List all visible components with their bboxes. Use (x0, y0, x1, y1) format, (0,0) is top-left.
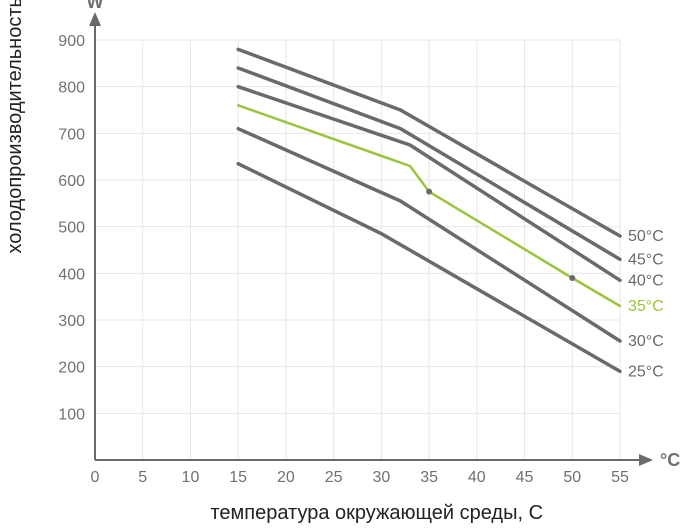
x-tick-label: 55 (611, 469, 629, 486)
series-label-50C: 50°C (628, 228, 664, 245)
y-tick-label: 700 (58, 126, 85, 143)
chart-svg: 0 5 10 15 20 25 30 35 40 45 50 55 100 200 300 400 500 600… (0, 0, 687, 529)
x-tick-label: 35 (420, 469, 438, 486)
y-tick-label: 300 (58, 313, 85, 330)
y-tick-label: 800 (58, 80, 85, 97)
x-tick-label: 20 (277, 469, 295, 486)
y-tick-label: 400 (58, 266, 85, 283)
y-tick-label: 900 (58, 33, 85, 50)
y-tick-label: 500 (58, 220, 85, 237)
series-label-25C: 25°C (628, 363, 664, 380)
series-dot-35C (569, 275, 575, 281)
x-tick-label: 40 (468, 469, 486, 486)
x-tick-label: 50 (563, 469, 581, 486)
x-tick-label: 25 (325, 469, 343, 486)
series-label-30C: 30°C (628, 333, 664, 350)
y-tick-label: 100 (58, 406, 85, 423)
y-tick-label: 200 (58, 360, 85, 377)
x-tick-label: 30 (372, 469, 390, 486)
cooling-capacity-chart: 0 5 10 15 20 25 30 35 40 45 50 55 100 200 300 400 500 600… (0, 0, 687, 529)
x-tick-label: 45 (516, 469, 534, 486)
y-unit-label: W (87, 0, 104, 12)
series-label-40C: 40°C (628, 272, 664, 289)
series-label-45C: 45°C (628, 251, 664, 268)
x-tick-label: 5 (138, 469, 147, 486)
chart-background (0, 0, 687, 529)
series-label-35C: 35°C (628, 298, 664, 315)
x-tick-label: 10 (182, 469, 200, 486)
series-dot-35C (426, 189, 432, 195)
x-unit-label: °C (660, 450, 680, 470)
x-axis-title: температура окружающей среды, С (210, 502, 543, 525)
x-tick-label: 0 (91, 469, 100, 486)
x-tick-label: 15 (229, 469, 247, 486)
y-tick-label: 600 (58, 173, 85, 190)
y-axis-title: холодопроизводительность , Вт (4, 0, 27, 253)
